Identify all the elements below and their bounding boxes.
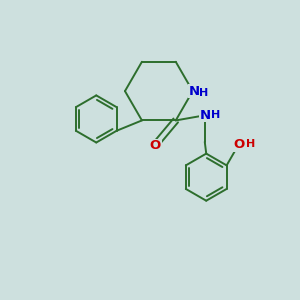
Text: N: N xyxy=(189,85,200,98)
Text: H: H xyxy=(199,88,208,98)
Text: H: H xyxy=(246,139,255,149)
Text: O: O xyxy=(150,140,161,152)
Text: H: H xyxy=(211,110,220,120)
Text: O: O xyxy=(233,138,245,151)
Text: N: N xyxy=(200,109,211,122)
